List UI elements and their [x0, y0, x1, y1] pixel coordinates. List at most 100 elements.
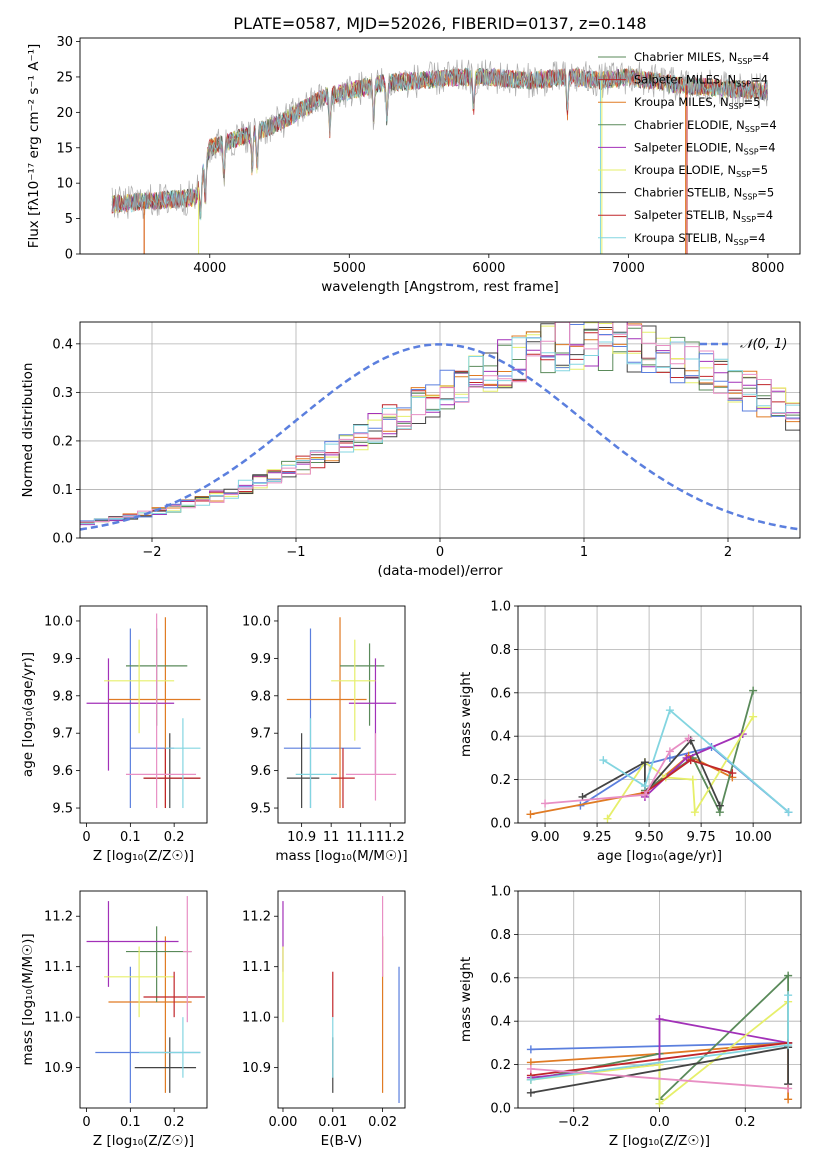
y-tick-label: 25 — [56, 70, 73, 85]
x-axis-label: (data-model)/error — [377, 563, 503, 579]
x-tick-label: 6000 — [472, 261, 505, 276]
y-tick-label: 11.1 — [242, 960, 271, 975]
panel-spectrum: 4000 5000 6000 7000 8000 0 5 10 15 20 25 30 waveleng… — [26, 35, 801, 295]
weight-series-line — [602, 708, 790, 813]
x-tick-label: 11.1 — [346, 830, 375, 845]
plot-area — [80, 322, 800, 531]
plot-area — [86, 613, 201, 809]
y-tick-label: 5 — [65, 212, 73, 227]
x-tick-label: 9.00 — [531, 830, 560, 845]
y-tick-label: 0.4 — [490, 1015, 511, 1030]
y-tick-label: 9.7 — [52, 727, 73, 742]
weight-series-line — [545, 737, 690, 805]
y-tick-label: 0.3 — [52, 386, 73, 401]
y-tick-label: 0.0 — [490, 817, 511, 832]
weight-point-marker — [784, 971, 793, 980]
y-tick-label: 0.2 — [52, 434, 73, 449]
weight-point-marker — [749, 686, 758, 695]
y-tick-label: 0.8 — [490, 643, 511, 658]
legend-label: Salpeter ELODIE, NSSP=4 — [634, 140, 776, 156]
weight-series-line — [530, 1000, 789, 1106]
panel-age-vs-z: 0 0.1 0.2 9.5 9.6 9.7 9.8 9.9 10.0 Z [log₁₀(Z/Z☉)… — [20, 605, 208, 864]
y-tick-label: 9.5 — [52, 802, 73, 817]
histogram-step — [80, 322, 800, 525]
plot-area — [526, 971, 793, 1108]
x-tick-label: 0 — [82, 1115, 90, 1130]
weight-point-marker — [715, 801, 724, 810]
weight-point-marker — [749, 712, 758, 721]
weight-point-marker — [682, 753, 691, 762]
y-tick-label: 30 — [56, 35, 73, 50]
x-tick-label: 10.9 — [287, 830, 316, 845]
y-tick-label: 0.2 — [490, 1058, 511, 1073]
x-tick-label: 5000 — [333, 261, 366, 276]
x-axis-label: mass [log₁₀(M/M☉)] — [275, 848, 407, 864]
x-axis-label: E(B-V) — [321, 1133, 363, 1149]
weight-series-line — [606, 716, 754, 820]
y-tick-label: 10.0 — [44, 614, 73, 629]
y-tick-label: 1.0 — [490, 600, 511, 615]
y-tick-label: 9.5 — [250, 802, 271, 817]
x-tick-label: 0.0 — [649, 1115, 670, 1130]
axes-frame — [79, 605, 208, 824]
y-tick-label: 0.1 — [52, 483, 73, 498]
axes-frame — [277, 890, 406, 1109]
figure-title: PLATE=0587, MJD=52026, FIBERID=0137, z=0… — [233, 14, 646, 33]
weight-point-marker — [526, 1088, 535, 1097]
weight-point-marker — [640, 782, 649, 791]
x-tick-label: 8000 — [751, 261, 784, 276]
y-tick-label: 11.0 — [242, 1011, 271, 1026]
weight-point-marker — [655, 1015, 664, 1024]
weight-point-marker — [728, 769, 737, 778]
weight-point-marker — [526, 1064, 535, 1073]
x-axis-label: Z [log₁₀(Z/Z☉)] — [93, 848, 194, 864]
x-axis-label: wavelength [Angstrom, rest frame] — [321, 279, 559, 295]
gaussian-curve — [80, 343, 800, 531]
y-axis-label: mass weight — [458, 957, 474, 1042]
x-tick-label: 11.2 — [376, 830, 405, 845]
weight-point-marker — [526, 810, 535, 819]
x-tick-label: 0.00 — [269, 1115, 298, 1130]
y-tick-label: 0.6 — [490, 971, 511, 986]
weight-series-line — [530, 1068, 789, 1090]
weight-point-marker — [640, 790, 649, 799]
y-tick-label: 15 — [56, 141, 73, 156]
legend-label: 𝒩(0, 1) — [740, 337, 787, 352]
y-tick-label: 10.9 — [44, 1061, 73, 1076]
panel-weight-vs-age: 9.00 9.25 9.50 9.75 10.00 0.0 0.2 0.4 0.6 0.8 1.0 a… — [458, 600, 802, 864]
y-tick-label: 0.0 — [490, 1102, 511, 1117]
histogram-step — [80, 332, 800, 525]
y-tick-label: 9.6 — [250, 764, 271, 779]
histogram-step — [80, 322, 800, 526]
x-axis-label: Z [log₁₀(Z/Z☉)] — [93, 1133, 194, 1149]
y-tick-label: 10.9 — [242, 1061, 271, 1076]
y-tick-label: 11.2 — [44, 910, 73, 925]
y-tick-label: 20 — [56, 106, 73, 121]
y-axis-label: mass [log₁₀(M/M☉)] — [20, 933, 36, 1065]
legend-label: Salpeter MILES, NSSP=4 — [634, 73, 768, 89]
legend: Chabrier MILES, NSSP=4 Salpeter MILES, NS… — [598, 50, 777, 247]
x-tick-label: 10.00 — [735, 830, 772, 845]
y-tick-label: 0.4 — [52, 337, 73, 352]
axes-frame — [79, 890, 208, 1109]
x-tick-label: 4000 — [193, 261, 226, 276]
y-tick-label: 0.4 — [490, 730, 511, 745]
weight-point-marker — [665, 706, 674, 715]
y-tick-label: 11.1 — [44, 960, 73, 975]
weight-point-marker — [686, 756, 695, 765]
y-tick-label: 9.9 — [52, 652, 73, 667]
axes-frame — [517, 890, 802, 1109]
x-tick-label: 9.25 — [583, 830, 612, 845]
x-tick-label: 1 — [580, 545, 588, 560]
panel-mass-vs-ebv: 0.00 0.01 0.02 10.9 11.0 11.1 11.2 E(B-V) — [242, 890, 406, 1149]
axes-frame — [277, 605, 406, 824]
y-tick-label: 9.7 — [250, 727, 271, 742]
y-tick-label: 0.8 — [490, 928, 511, 943]
panel-weight-vs-z: −0.2 0.0 0.2 0.0 0.2 0.4 0.6 0.8 1.0 Z [log₁₀(Z/Z… — [458, 885, 802, 1149]
x-tick-label: 7000 — [612, 261, 645, 276]
x-tick-label: 9.50 — [635, 830, 664, 845]
weight-point-marker — [784, 808, 793, 817]
x-tick-label: 0 — [82, 830, 90, 845]
plot-area — [282, 896, 400, 1103]
